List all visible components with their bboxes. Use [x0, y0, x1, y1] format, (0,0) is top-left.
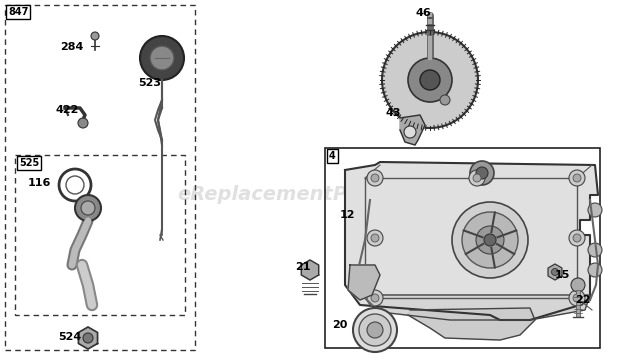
- Text: 422: 422: [55, 105, 78, 115]
- Text: 20: 20: [332, 320, 347, 330]
- Circle shape: [371, 294, 379, 302]
- Bar: [325, 148, 600, 348]
- Text: 43: 43: [385, 108, 401, 118]
- Circle shape: [573, 234, 581, 242]
- Circle shape: [469, 170, 485, 186]
- Text: 12: 12: [340, 210, 355, 220]
- Circle shape: [367, 290, 383, 306]
- Text: 15: 15: [555, 270, 570, 280]
- Circle shape: [91, 32, 99, 40]
- Circle shape: [573, 174, 581, 182]
- Polygon shape: [348, 265, 380, 300]
- Bar: [15, 155, 185, 315]
- Circle shape: [420, 70, 440, 90]
- Circle shape: [371, 174, 379, 182]
- Polygon shape: [345, 162, 598, 320]
- Circle shape: [588, 263, 602, 277]
- Text: 4: 4: [329, 151, 336, 161]
- Circle shape: [367, 322, 383, 338]
- Circle shape: [569, 290, 585, 306]
- Circle shape: [476, 167, 488, 179]
- Circle shape: [476, 226, 504, 254]
- Circle shape: [359, 314, 391, 346]
- Circle shape: [569, 230, 585, 246]
- Text: 524: 524: [58, 332, 81, 342]
- Polygon shape: [301, 260, 319, 280]
- Circle shape: [367, 230, 383, 246]
- Circle shape: [78, 118, 88, 128]
- Bar: [5, 5, 195, 350]
- Circle shape: [367, 170, 383, 186]
- Circle shape: [484, 234, 496, 246]
- Text: 22: 22: [575, 295, 590, 305]
- Text: 21: 21: [295, 262, 311, 272]
- Circle shape: [569, 170, 585, 186]
- Circle shape: [140, 36, 184, 80]
- Circle shape: [353, 308, 397, 352]
- Text: 847: 847: [8, 7, 29, 17]
- Circle shape: [462, 212, 518, 268]
- Circle shape: [588, 243, 602, 257]
- Circle shape: [573, 294, 581, 302]
- Polygon shape: [548, 264, 562, 280]
- Circle shape: [382, 32, 478, 128]
- Text: 284: 284: [60, 42, 83, 52]
- Polygon shape: [365, 295, 590, 320]
- Polygon shape: [79, 327, 97, 349]
- Circle shape: [440, 95, 450, 105]
- Polygon shape: [400, 115, 425, 145]
- Circle shape: [150, 46, 174, 70]
- Text: 525: 525: [19, 158, 39, 168]
- Circle shape: [571, 278, 585, 292]
- Circle shape: [408, 58, 452, 102]
- Text: 523: 523: [138, 78, 161, 88]
- Text: eReplacementParts.com: eReplacementParts.com: [177, 186, 443, 205]
- Circle shape: [83, 333, 93, 343]
- Circle shape: [404, 126, 416, 138]
- Text: 46: 46: [415, 8, 431, 18]
- Circle shape: [473, 174, 481, 182]
- Polygon shape: [408, 308, 535, 340]
- Circle shape: [588, 203, 602, 217]
- Circle shape: [452, 202, 528, 278]
- Text: 116: 116: [28, 178, 51, 188]
- Circle shape: [81, 201, 95, 215]
- Circle shape: [470, 161, 494, 185]
- Circle shape: [75, 195, 101, 221]
- Circle shape: [371, 234, 379, 242]
- Circle shape: [552, 269, 559, 275]
